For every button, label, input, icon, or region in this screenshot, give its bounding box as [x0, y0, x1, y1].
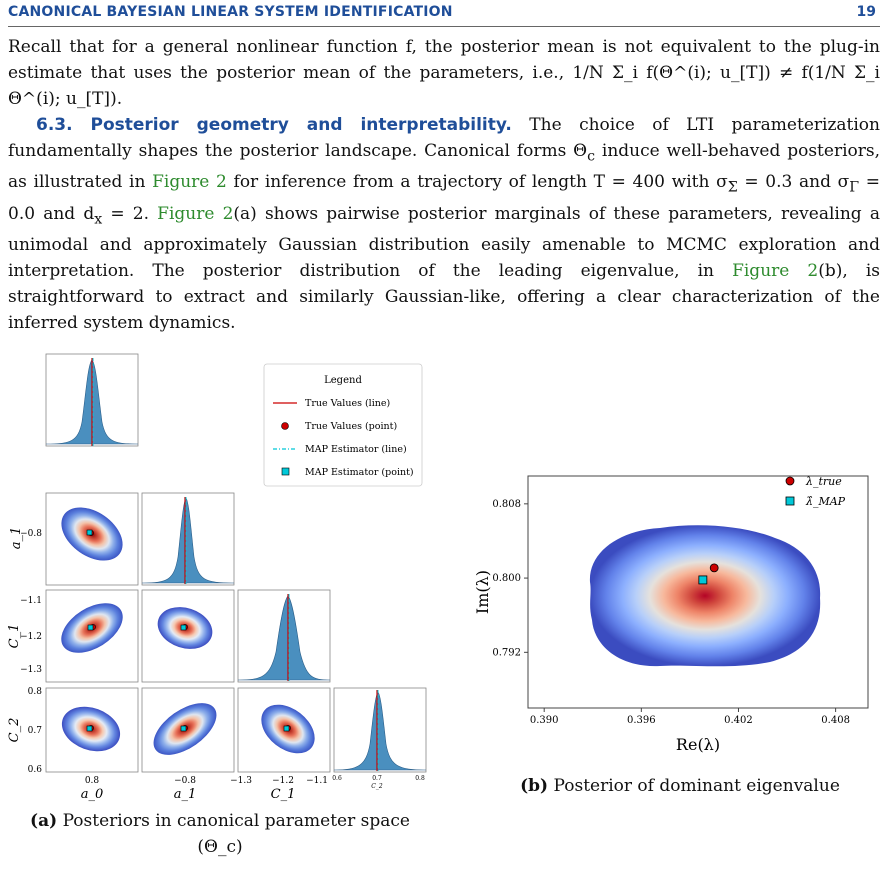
text-run: for inference from a trajectory of lengt…: [226, 172, 728, 193]
text-run: (b), is straightforward to extract and s…: [8, 261, 880, 334]
inline-formula: 1/N Σ_i f(Θ^(i); u_[T]) ≠ f(1/N Σ_i Θ^(i…: [8, 63, 880, 109]
xtick-label: 0.408: [821, 715, 850, 726]
xlabel-a1: a_1: [174, 787, 197, 802]
xtick-C1-left: −1.3: [230, 776, 252, 786]
hist-C1: [237, 589, 331, 683]
section-heading: 6.3. Posterior geometry and interpretabi…: [36, 115, 512, 135]
xtick-C2-left: 0.6: [332, 775, 342, 782]
figure-2-link[interactable]: Figure 2: [157, 203, 234, 224]
running-title: CANONICAL BAYESIAN LINEAR SYSTEM IDENTIF…: [8, 4, 453, 20]
text-run: induce well-behaved posteriors, as illus…: [8, 141, 880, 193]
xtick-label: 0.390: [530, 715, 559, 726]
ylabel-im: Im(λ): [473, 570, 492, 614]
text-run: = 2.: [102, 203, 158, 224]
true-eigenvalue-point: [709, 563, 719, 573]
subscript: c: [587, 148, 596, 165]
legend-map-point: MAP Estimator (point): [305, 467, 414, 478]
ylabel-C1: C_1: [7, 624, 22, 649]
legend-a: Legend True Values (line) True Values (p…: [263, 363, 423, 487]
ytick-label: 0.808: [492, 499, 521, 510]
subscript: Γ: [849, 179, 860, 196]
ylabel-C2: C_2: [7, 718, 22, 743]
text-run: (a) shows pairwise posterior marginals o…: [8, 203, 880, 282]
xlabel-C1: C_1: [271, 787, 296, 802]
text-run: The choice of LTI parameterization funda…: [8, 115, 880, 161]
corner-plot: −0.8 −1.1 −1.2 −1.3 0.8 0.7 0.6 a_1 C_1 …: [7, 353, 427, 802]
caption-b-text: Posterior of dominant eigenvalue: [553, 776, 840, 796]
caption-b: (b) Posterior of dominant eigenvalue: [480, 776, 880, 796]
legend-b-true: λ_true: [805, 475, 842, 488]
xtick-label: 0.402: [724, 715, 753, 726]
xtick-C2-mid: 0.7: [372, 775, 382, 782]
caption-a: (a) Posteriors in canonical parameter sp…: [0, 808, 440, 860]
eigenvalue-plot: 0.390 0.396 0.402 0.408 0.808 0.800 0.792 Im(λ…: [473, 475, 869, 754]
figure-2-link[interactable]: Figure 2: [152, 172, 227, 193]
ylabel-a1: a_1: [9, 527, 24, 550]
xlabel-C2: C_2: [371, 783, 383, 790]
legend-true-line: True Values (line): [305, 398, 390, 409]
legend-b: λ_true λ̂_MAP: [785, 475, 846, 508]
ytick-C2-mid: 0.7: [28, 726, 43, 736]
density-contour: [589, 525, 821, 667]
xtick-C1-mid: −1.2: [272, 776, 294, 786]
ytick-label: 0.792: [492, 647, 521, 658]
running-header: CANONICAL BAYESIAN LINEAR SYSTEM IDENTIF…: [8, 4, 880, 27]
ytick-a1: −0.8: [20, 529, 42, 539]
hist-a0: [45, 353, 139, 447]
paragraph-text: Recall that for a general nonlinear func…: [8, 37, 880, 83]
paragraph-plugin-estimate: Recall that for a general nonlinear func…: [8, 34, 880, 112]
ytick-label: 0.800: [492, 573, 521, 584]
map-eigenvalue-point: [698, 575, 708, 585]
xtick-C1-right: −1.1: [306, 776, 328, 786]
legend-map-line: MAP Estimator (line): [305, 444, 407, 455]
legend-b-true-swatch: [785, 476, 795, 486]
subscript: x: [94, 211, 103, 228]
joint-C1-C2: [237, 687, 331, 773]
page-number: 19: [856, 4, 876, 20]
caption-b-label: (b): [520, 776, 549, 796]
legend-b-map: λ̂_MAP: [805, 495, 846, 508]
subscript: Σ: [727, 179, 738, 196]
xtick-label: 0.396: [627, 715, 656, 726]
caption-a-text: Posteriors in canonical parameter space: [62, 811, 410, 831]
xtick-a0: 0.8: [85, 776, 100, 786]
joint-a1-C2: [141, 687, 235, 773]
ytick-C2-top: 0.8: [28, 687, 43, 697]
hist-a1: [141, 492, 235, 586]
caption-a-label: (a): [30, 811, 58, 831]
text-run: = 0.3 and σ: [737, 172, 850, 193]
legend-title: Legend: [324, 375, 362, 386]
caption-a-sub: (Θ_c): [197, 837, 243, 857]
xlabel-a0: a_0: [81, 787, 104, 802]
ytick-C1-top: −1.1: [20, 596, 42, 606]
ytick-C1-bot: −1.3: [20, 665, 42, 675]
xlabel-re: Re(λ): [676, 735, 720, 754]
legend-b-map-swatch: [785, 496, 795, 506]
text-run: = 0.0 and d: [8, 172, 880, 224]
hist-C2: [333, 687, 427, 773]
joint-a0-a1: [45, 492, 139, 586]
legend-true-point-swatch: [281, 422, 289, 430]
xtick-C2-right: 0.8: [415, 775, 425, 782]
joint-a0-C2: [45, 687, 139, 773]
legend-map-point-swatch: [281, 467, 290, 476]
joint-a1-C1: [141, 589, 235, 683]
xtick-a1: −0.8: [174, 776, 196, 786]
joint-a0-C1: [45, 589, 139, 683]
legend-true-point: True Values (point): [305, 421, 397, 432]
ytick-C2-bot: 0.6: [28, 765, 43, 775]
figure-2-link[interactable]: Figure 2: [732, 261, 819, 282]
paragraph-posterior-geometry: 6.3. Posterior geometry and interpretabi…: [8, 112, 880, 336]
ytick-C1-mid: −1.2: [20, 632, 42, 642]
